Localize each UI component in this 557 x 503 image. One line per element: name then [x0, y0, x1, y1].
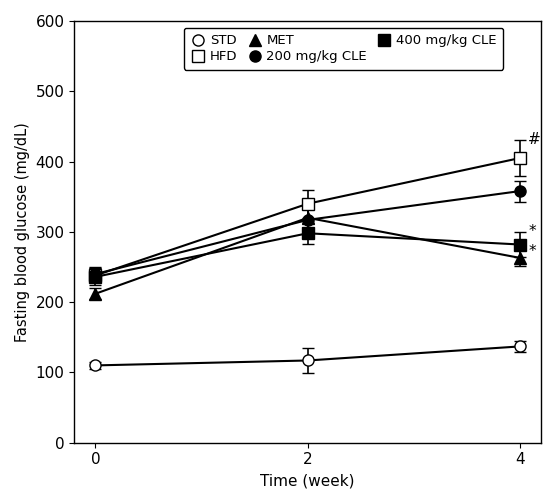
Legend: STD, HFD, MET, 200 mg/kg CLE, 400 mg/kg CLE: STD, HFD, MET, 200 mg/kg CLE, 400 mg/kg … [184, 28, 503, 70]
Text: #: # [528, 132, 541, 146]
Text: *: * [528, 224, 536, 239]
Y-axis label: Fasting blood glucose (mg/dL): Fasting blood glucose (mg/dL) [15, 122, 30, 342]
X-axis label: Time (week): Time (week) [261, 473, 355, 488]
Text: *: * [528, 244, 536, 259]
